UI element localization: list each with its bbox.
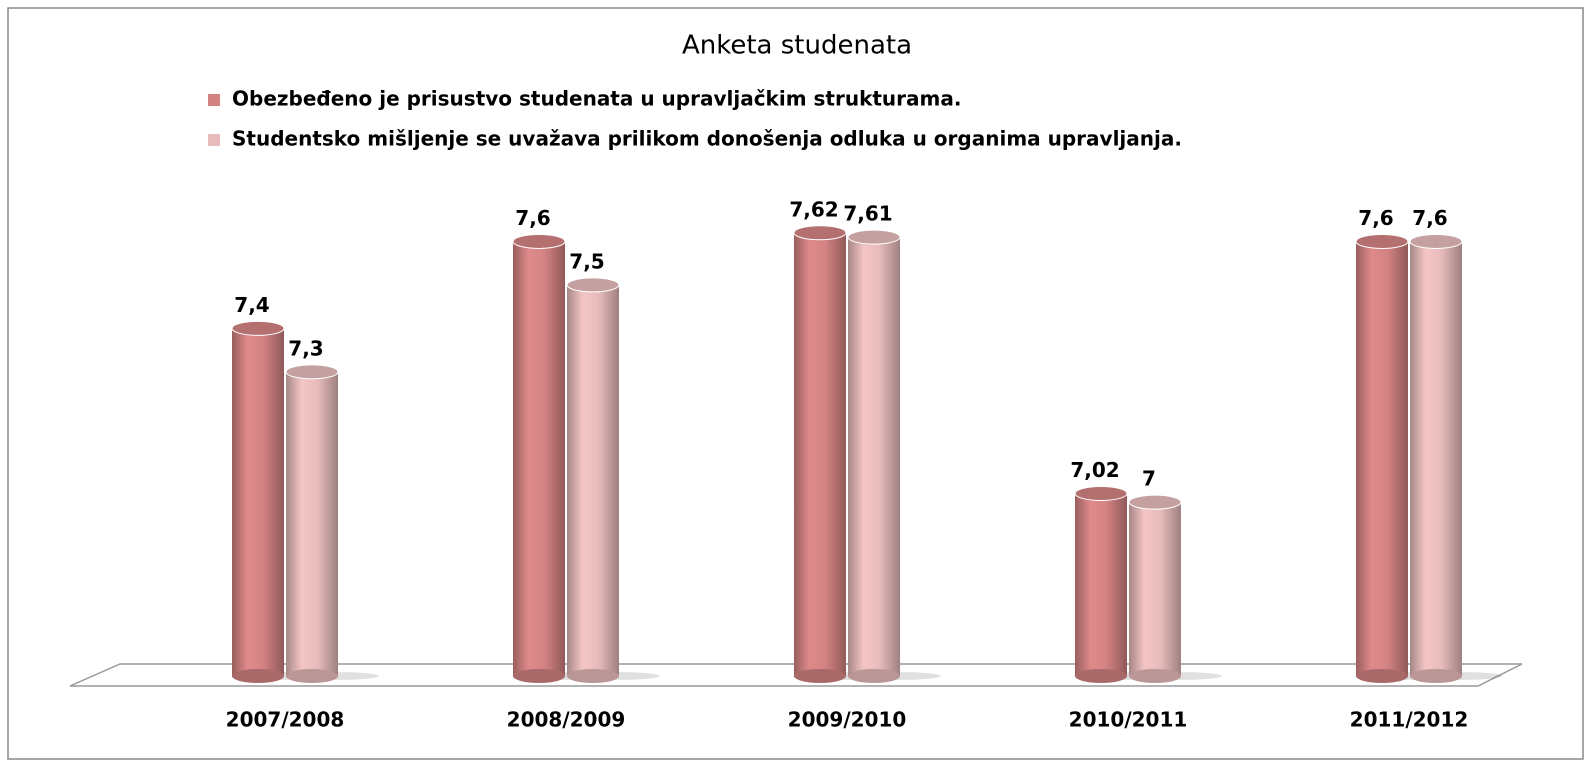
x-tick-label: 2009/2010: [788, 708, 907, 732]
value-label: 7,6: [1358, 206, 1393, 230]
bar-top: [1355, 233, 1409, 249]
bar-top: [566, 277, 620, 293]
bar-base: [286, 669, 338, 683]
x-tick-label: 2011/2012: [1350, 708, 1469, 732]
x-tick-label: 2010/2011: [1069, 708, 1188, 732]
value-label: 7,02: [1070, 458, 1119, 482]
bar: [794, 232, 846, 676]
bar-base: [513, 669, 565, 683]
bar-top: [512, 233, 566, 249]
bar-top: [1074, 485, 1128, 501]
bar: [1410, 241, 1462, 677]
legend-swatch: [208, 134, 220, 146]
bar: [232, 328, 284, 676]
bar: [286, 371, 338, 676]
bar-top: [231, 320, 285, 336]
bar-base: [1129, 669, 1181, 683]
legend-label: Obezbeđeno je prisustvo studenata u upra…: [232, 87, 961, 111]
bar-base: [848, 669, 900, 683]
value-label: 7,3: [288, 336, 323, 360]
bar-base: [1356, 669, 1408, 683]
value-label: 7,61: [843, 202, 892, 226]
legend-swatch: [208, 94, 220, 106]
x-tick-label: 2007/2008: [226, 708, 345, 732]
bar-base: [794, 669, 846, 683]
value-label: 7,5: [569, 249, 604, 273]
bar: [1075, 493, 1127, 676]
value-label: 7,6: [1412, 206, 1447, 230]
bar-top: [1409, 233, 1463, 249]
value-label: 7,6: [515, 206, 550, 230]
value-label: 7,4: [234, 293, 269, 317]
bar: [567, 284, 619, 676]
bar: [513, 241, 565, 677]
x-tick-label: 2008/2009: [507, 708, 626, 732]
bar-top: [847, 229, 901, 245]
bar-base: [1075, 669, 1127, 683]
bar: [1356, 241, 1408, 677]
legend-label: Studentsko mišljenje se uvažava prilikom…: [232, 127, 1182, 151]
value-label: 7,62: [789, 197, 838, 221]
bar: [1129, 502, 1181, 676]
bar-top: [1128, 494, 1182, 510]
chart-title: Anketa studenata: [682, 31, 912, 61]
bar-base: [567, 669, 619, 683]
bar: [848, 237, 900, 677]
value-label: 7: [1142, 467, 1156, 491]
bar-top: [285, 364, 339, 380]
bar-base: [232, 669, 284, 683]
bar-top: [793, 225, 847, 241]
bar-base: [1410, 669, 1462, 683]
